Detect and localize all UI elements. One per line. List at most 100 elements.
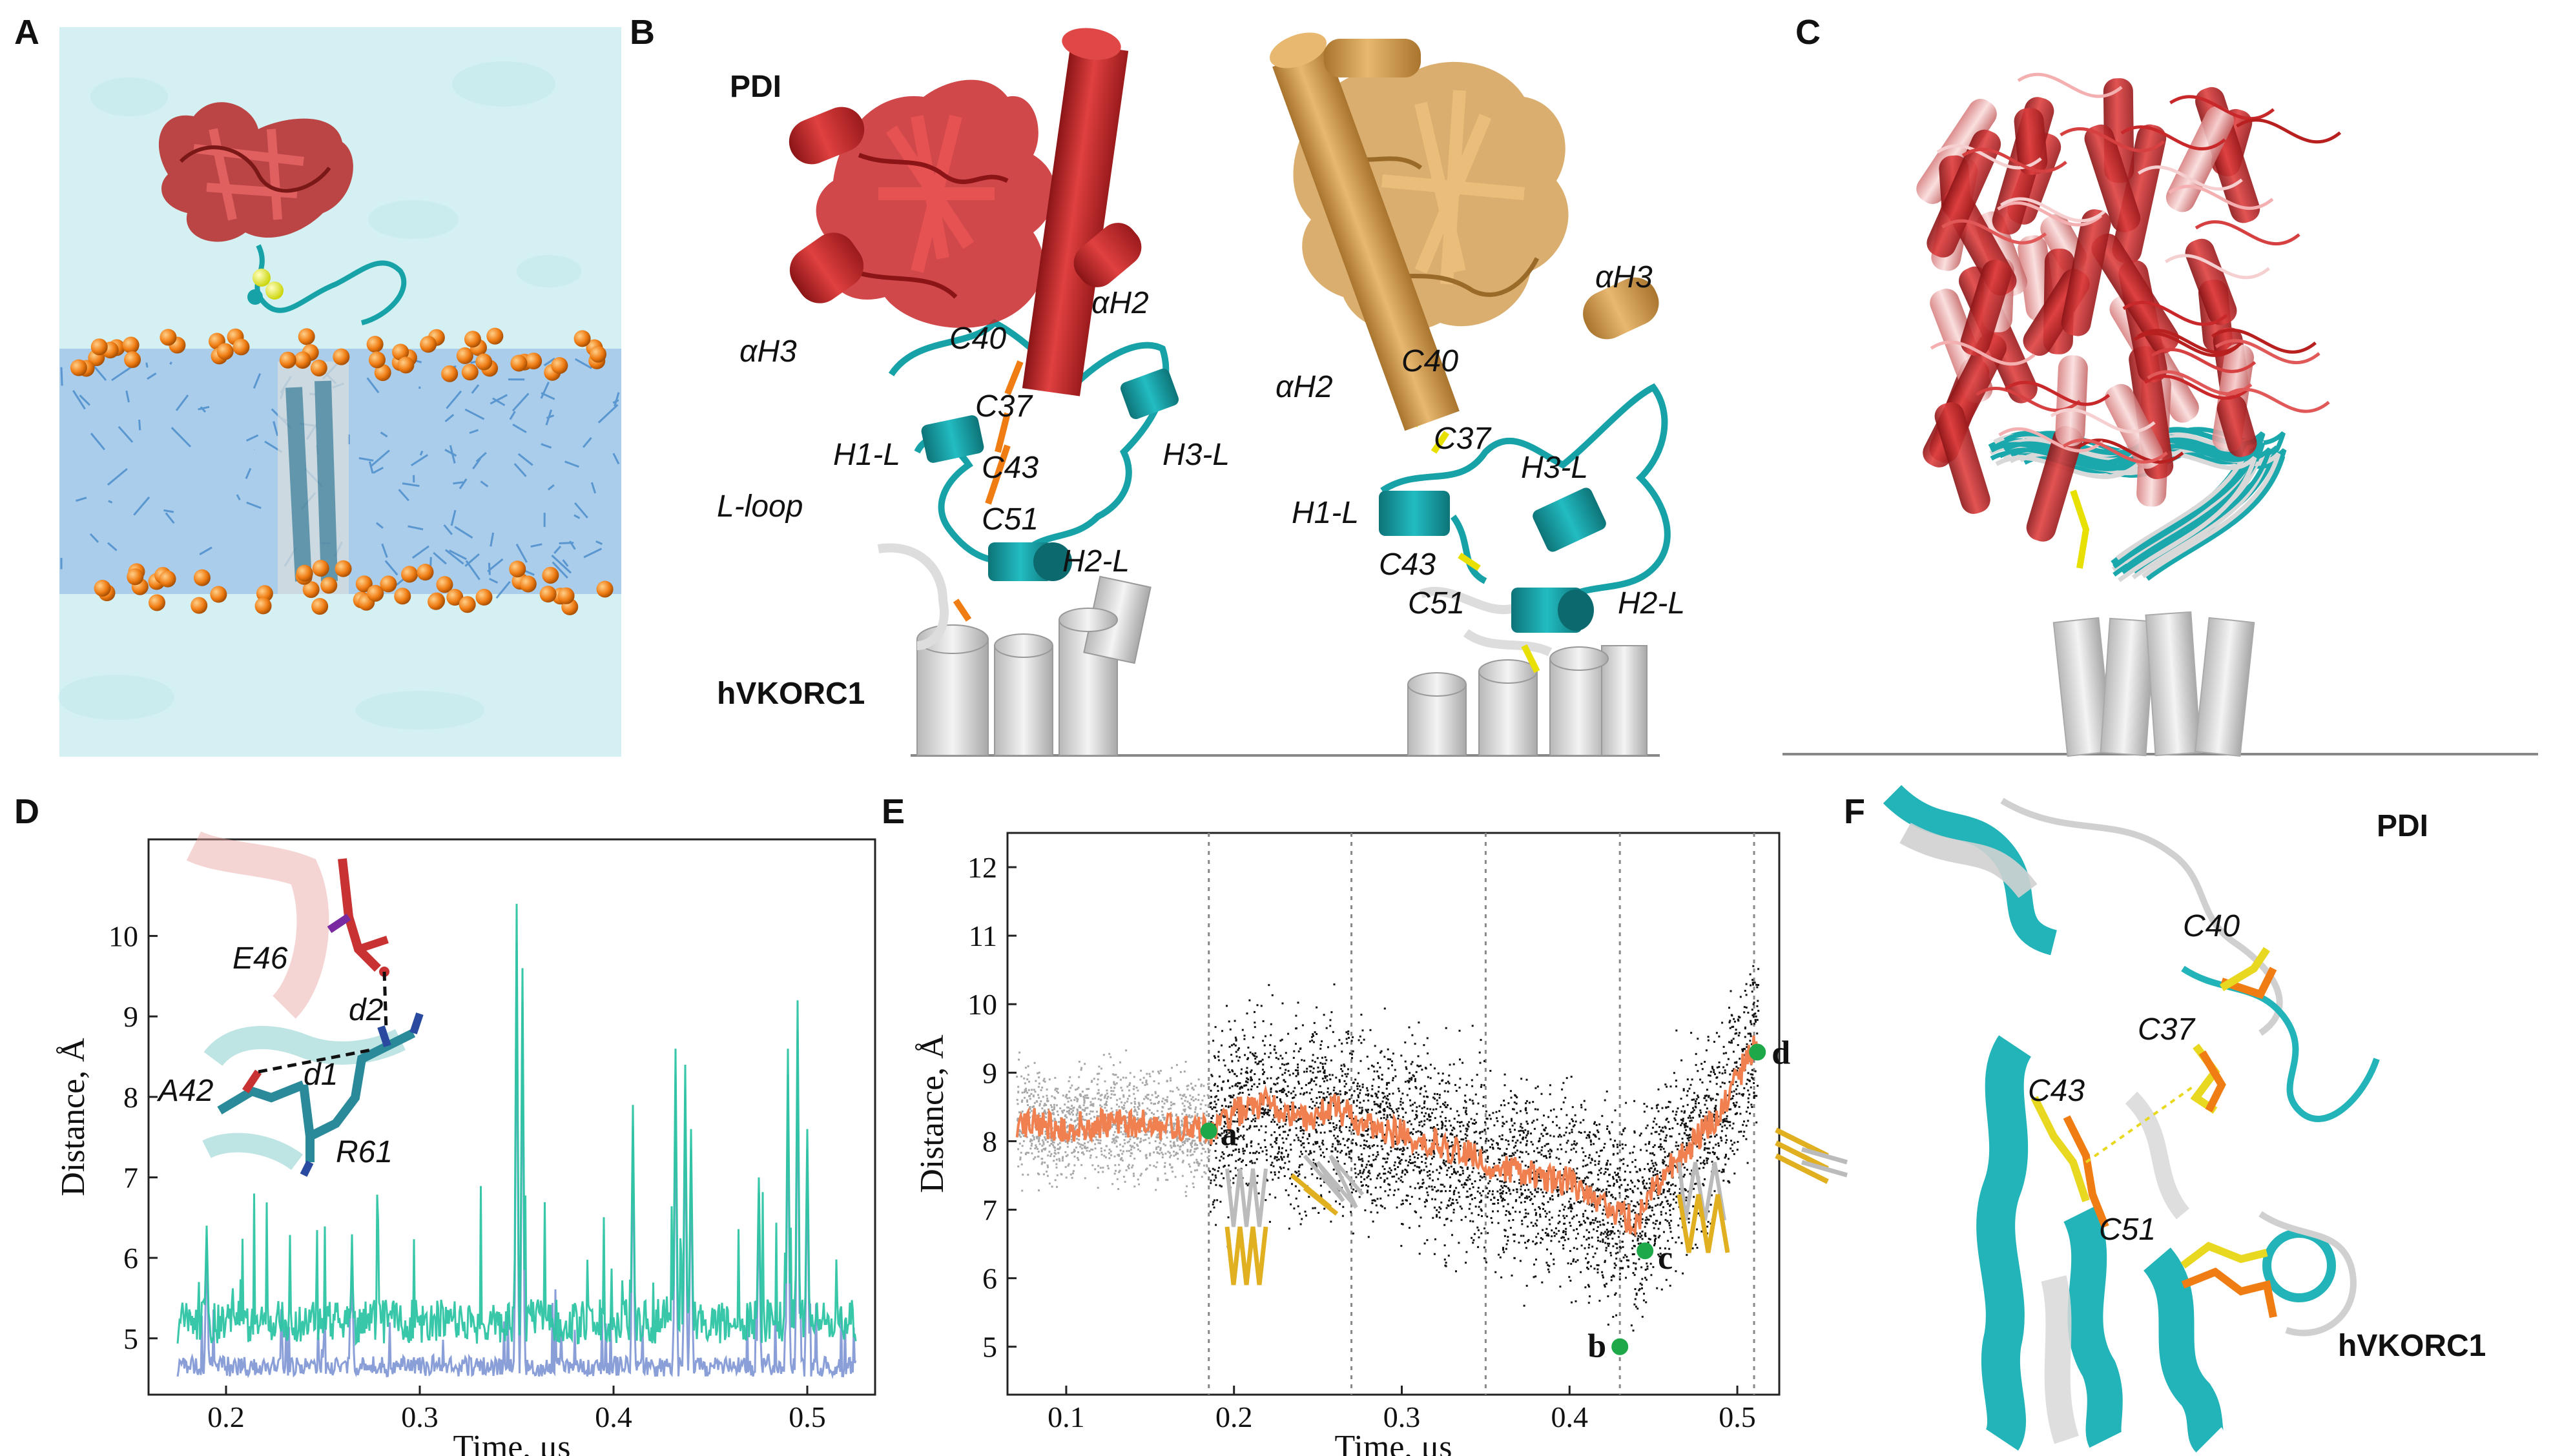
lipid-tail (569, 540, 576, 550)
ensemble-loop (1998, 427, 2104, 453)
panel-label-a: A (14, 13, 39, 52)
ensemble-cys (2070, 489, 2090, 569)
ensemble-loop (1961, 147, 2067, 173)
lipid-headgroup (573, 330, 591, 347)
lipid-tail (89, 533, 99, 543)
lipid-tail (138, 419, 141, 431)
vkorc-lloop-a (254, 244, 407, 325)
lipid-headgroup (596, 580, 614, 598)
lipid-tail (612, 453, 620, 465)
lipid-tail (488, 562, 491, 575)
ensemble-helix (2185, 238, 2237, 325)
lipid-headgroup (539, 586, 557, 603)
lipid-tail (597, 404, 619, 424)
chart-d-ytick-label: 8 (123, 1081, 138, 1114)
label-right-c37: C37 (1434, 422, 1492, 456)
ensemble-loop (1941, 219, 2047, 245)
ensemble-helix (2091, 233, 2180, 354)
lipid-headgroup (294, 351, 311, 369)
chart-e-ytick-label: 10 (967, 988, 997, 1021)
lipid-tail (595, 540, 603, 546)
lipid-headgroup (456, 347, 473, 364)
lipid-headgroup (191, 597, 208, 614)
lipid-tail (246, 434, 259, 442)
ensemble-loop (2017, 72, 2123, 98)
lipid-tail (72, 390, 86, 410)
ensemble-loop (2144, 374, 2249, 400)
ensemble-helix (1934, 402, 1990, 514)
chart-e-ytick-label: 9 (982, 1056, 997, 1089)
ensemble-helix (1960, 260, 2012, 356)
label-left-ah2: αH2 (1091, 286, 1149, 320)
lipid-headgroup (590, 345, 607, 363)
lipid-headgroup (210, 586, 227, 603)
lipid-tail (408, 525, 424, 531)
lipid-tail (169, 362, 172, 365)
chart-e-ytick-label: 8 (982, 1125, 997, 1158)
ensemble-loop (1930, 340, 2036, 366)
ensemble-loop (2169, 95, 2275, 121)
ensemble-tm-helices (2052, 611, 2255, 757)
lipid-headgroup (542, 566, 559, 584)
lipid-tail (198, 405, 210, 411)
lipid-headgroup (397, 356, 415, 374)
cys-sphere (253, 269, 271, 287)
lipid-tail (170, 427, 192, 447)
lipid-tail (464, 553, 480, 567)
label-right-ah3: αH3 (1595, 260, 1653, 294)
lipid-tail (552, 561, 568, 579)
lipid-tail (511, 393, 530, 412)
label-right-h3l: H3-L (1521, 451, 1588, 485)
chart-d-xtick-label: 0.4 (595, 1400, 632, 1433)
lipid-headgroup (90, 338, 108, 356)
ensemble-loop (2211, 328, 2317, 354)
lipid-tail (236, 494, 241, 500)
lipid-headgroup (193, 569, 211, 586)
lipid-tail (449, 445, 456, 464)
lipid-tail (419, 450, 424, 456)
ensemble-helix (1916, 99, 1997, 204)
chart-e-point-b (1611, 1338, 1629, 1355)
lipid-headgroup (417, 564, 434, 581)
lipid-headgroup (312, 560, 329, 577)
lipid-tail (492, 397, 506, 407)
lipid-tail (433, 551, 447, 565)
lipid-headgroup (441, 365, 459, 382)
inset-label-e46: E46 (232, 941, 288, 976)
panel-b: B PDI hVKORC1 (630, 13, 1685, 757)
lipid-headgroup (310, 359, 327, 376)
lipid-tail (495, 580, 511, 599)
lipid-headgroup (298, 328, 315, 345)
lipid-headgroup (392, 343, 409, 361)
lipid-headgroup (159, 570, 176, 588)
lipid-tail (464, 408, 485, 420)
cys-sphere (265, 282, 284, 300)
lipid-headgroup (256, 585, 273, 602)
ensemble-loop (2164, 254, 2270, 280)
chart-d-ytick-label: 6 (123, 1242, 138, 1275)
overlay-cartoon (1883, 784, 2380, 1453)
label-f-c51: C51 (2099, 1213, 2156, 1247)
panel-a: A (14, 13, 621, 757)
chart-e-point-d (1749, 1043, 1766, 1061)
lipid-tail (402, 482, 420, 487)
lipid-tail (444, 449, 457, 457)
ensemble-loop (2151, 347, 2257, 373)
label-f-c43: C43 (2028, 1074, 2085, 1108)
lipid-headgroup (486, 327, 504, 345)
lipid-tail (562, 559, 569, 567)
ensemble-helix (2061, 209, 2111, 336)
ensemble-helix (2026, 426, 2083, 542)
lipid-tail (133, 496, 150, 516)
lipid-tail (541, 392, 555, 400)
lipid-tail (614, 392, 620, 407)
chart-d-xlabel: Time, μs (453, 1429, 570, 1456)
snapshot-icons (1224, 1127, 1848, 1286)
label-right-h2l: H2-L (1618, 586, 1685, 620)
lipid-headgroup (459, 596, 476, 613)
chart-d-ylabel: Distance, Å (55, 1038, 92, 1196)
lipid-tail (381, 543, 388, 558)
lipid-headgroup (279, 351, 296, 369)
chart-d-series-d2 (176, 903, 857, 1346)
